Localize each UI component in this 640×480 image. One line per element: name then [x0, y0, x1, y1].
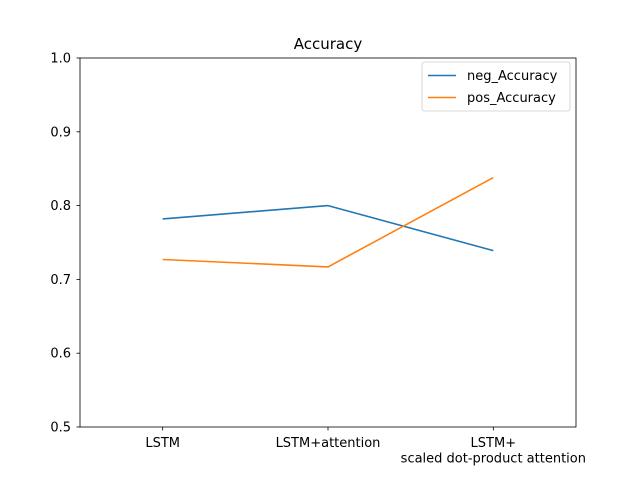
x-tick-label: LSTM+ scaled dot-product attention	[401, 436, 586, 467]
series-line-pos-accuracy	[162, 176, 494, 268]
series-layer	[162, 176, 494, 268]
x-tick-label: LSTM	[145, 436, 180, 451]
y-tick-label: 0.8	[50, 199, 71, 214]
series-line-neg-accuracy	[162, 204, 494, 252]
x-tick-label: LSTM+attention	[276, 436, 381, 451]
legend-label: pos_Accuracy	[467, 91, 556, 106]
y-tick-label: 0.7	[50, 273, 71, 288]
plot-area	[80, 58, 576, 427]
chart-title: Accuracy	[294, 35, 363, 53]
legend: neg_Accuracy pos_Accuracy	[421, 61, 571, 112]
legend-label: neg_Accuracy	[467, 69, 558, 84]
y-tick-label: 0.9	[50, 125, 71, 140]
y-tick-label: 0.5	[50, 421, 71, 436]
y-tick-label: 1.0	[50, 52, 71, 67]
axes-layer: 0.5 0.6 0.7 0.8 0.9 1.0 LSTM LSTM+attention LSTM…	[50, 52, 586, 467]
legend-box	[421, 61, 571, 112]
y-tick-label: 0.6	[50, 347, 71, 362]
